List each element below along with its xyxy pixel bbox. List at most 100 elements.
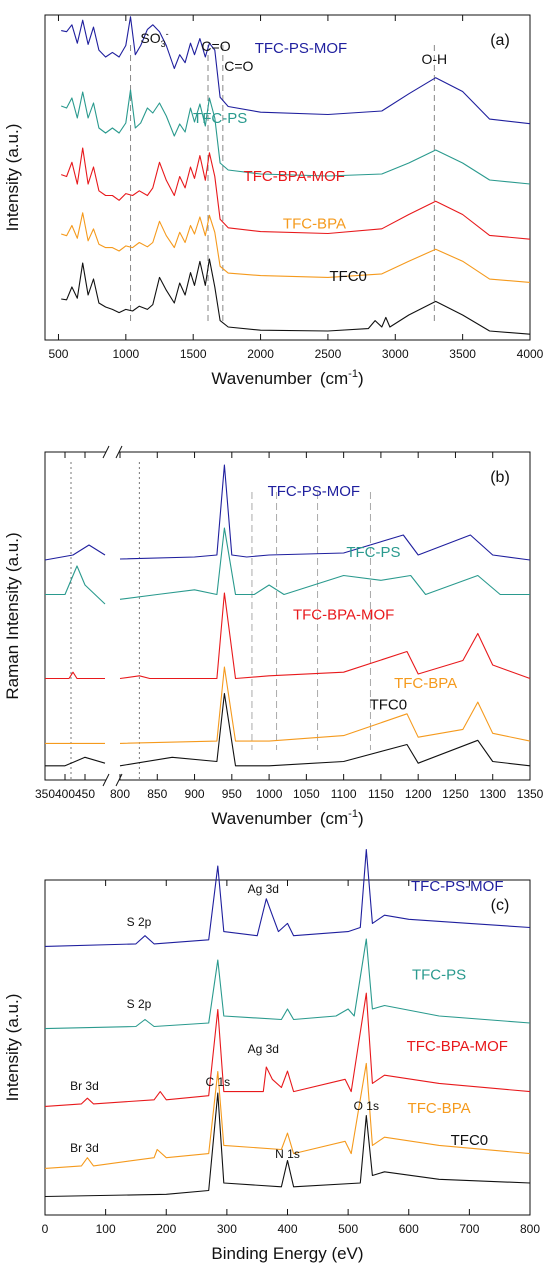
peak-annotation: S 2p (127, 997, 152, 1011)
series-line (44, 849, 531, 947)
x-axis-unit: (cm (320, 809, 348, 828)
axis-break-mark (102, 773, 110, 787)
peak-annotation: Ag 3d (248, 1042, 279, 1056)
series-label: TFC-BPA-MOF (244, 168, 345, 185)
axis-break-mark (102, 445, 110, 459)
series-label: TFC-PS-MOF (268, 483, 360, 500)
x-tick-label: 4000 (517, 347, 544, 361)
series-line (45, 592, 531, 680)
peak-label: SO3- (140, 29, 168, 49)
x-tick-label: 1050 (293, 787, 320, 801)
x-tick-label: 3500 (449, 347, 476, 361)
series-label: TFC-BPA (408, 1100, 471, 1117)
y-axis-label: Intensity (a.u.) (3, 124, 22, 232)
series-line (61, 16, 531, 125)
series-line (61, 147, 531, 240)
x-tick-label: 700 (459, 1222, 479, 1236)
series-label: TFC-PS (412, 967, 466, 984)
series-label: TFC-BPA-MOF (407, 1038, 508, 1055)
peak-label-sup: - (166, 29, 169, 39)
panel-label: (c) (491, 897, 510, 914)
x-tick-label: 1000 (256, 787, 283, 801)
peak-annotation: Br 3d (70, 1079, 99, 1093)
x-axis-label-text: Binding Energy (eV) (211, 1244, 363, 1263)
series-line (44, 938, 531, 1030)
axis-break-mark (115, 773, 123, 787)
x-tick-label: 1500 (180, 347, 207, 361)
axis-break-gap (106, 448, 119, 456)
peak-label-text: SO (140, 30, 160, 46)
peak-label-text: O-H (422, 51, 448, 67)
plot-frame (44, 451, 531, 781)
x-axis-label: Wavenumber (cm-1) (211, 808, 363, 828)
series-line (61, 89, 531, 185)
x-axis-label-text: Wavenumber (211, 809, 312, 828)
x-tick-label: 1150 (368, 787, 394, 801)
axis-break-gap (106, 776, 119, 784)
series-label: TFC-BPA (283, 215, 346, 232)
series-label: TFC0 (370, 696, 408, 713)
x-tick-label: 600 (399, 1222, 419, 1236)
x-tick-label: 400 (277, 1222, 297, 1236)
x-axis-label: Binding Energy (eV) (211, 1244, 363, 1263)
peak-annotation: O 1s (354, 1099, 379, 1113)
peak-label: C=O (224, 58, 253, 74)
x-tick-label: 900 (185, 787, 205, 801)
x-tick-label: 350 (35, 787, 55, 801)
x-tick-label: 1250 (442, 787, 469, 801)
peak-label: C=O (201, 38, 230, 54)
x-tick-label: 950 (222, 787, 242, 801)
panel-label: (b) (490, 469, 510, 486)
series-line (44, 992, 531, 1107)
series-label: TFC-BPA-MOF (293, 607, 394, 624)
series-label: TFC-PS (346, 544, 400, 561)
peak-label-sub: 3 (161, 39, 166, 49)
x-tick-label: 1350 (517, 787, 544, 801)
x-axis-label-text: Wavenumber (211, 369, 312, 388)
series-line (45, 666, 531, 744)
peak-annotation: S 2p (127, 915, 152, 929)
x-tick-label: 450 (75, 787, 95, 801)
x-tick-label: 1100 (331, 787, 357, 801)
series-label: TFC-PS (193, 110, 247, 127)
peak-label: O-H (422, 51, 448, 67)
axis-break-mark (115, 445, 123, 459)
series-line (61, 258, 531, 335)
x-tick-label: 2000 (247, 347, 274, 361)
x-tick-label: 1000 (112, 347, 139, 361)
x-axis-unit-sup: -1 (348, 808, 358, 820)
x-tick-label: 800 (110, 787, 130, 801)
x-tick-label: 800 (520, 1222, 540, 1236)
peak-annotation: Br 3d (70, 1141, 99, 1155)
x-tick-label: 3000 (382, 347, 409, 361)
series-label: TFC-PS-MOF (255, 40, 347, 57)
x-tick-label: 200 (156, 1222, 176, 1236)
peak-label-text: C=O (201, 38, 230, 54)
peak-label-text: C=O (224, 58, 253, 74)
x-tick-label: 400 (55, 787, 75, 801)
x-tick-label: 850 (147, 787, 167, 801)
x-tick-label: 1200 (405, 787, 432, 801)
x-axis-label: Wavenumber (cm-1) (211, 368, 363, 388)
series-line (45, 692, 531, 767)
x-tick-label: 100 (96, 1222, 116, 1236)
x-axis-unit-sup: -1 (348, 368, 358, 380)
plot-frame (44, 14, 531, 341)
series-line (44, 1062, 531, 1169)
x-tick-label: 2500 (315, 347, 342, 361)
y-axis-label: Raman Intensity (a.u.) (3, 532, 22, 699)
series-label: TFC-PS-MOF (411, 878, 503, 895)
series-line (44, 464, 531, 561)
series-label: TFC-BPA (394, 675, 457, 692)
series-label: TFC0 (329, 268, 367, 285)
x-axis-unit: (cm (320, 369, 348, 388)
series-label: TFC0 (451, 1132, 489, 1149)
series-line (61, 212, 531, 283)
x-tick-label: 500 (338, 1222, 358, 1236)
x-tick-label: 500 (48, 347, 68, 361)
panel-label: (a) (490, 32, 510, 49)
peak-annotation: Ag 3d (248, 882, 279, 896)
x-axis-unit-close: ) (358, 809, 364, 828)
series-line (44, 1092, 531, 1198)
